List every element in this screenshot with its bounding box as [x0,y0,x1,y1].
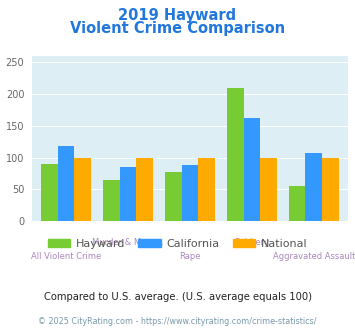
Bar [103,180,120,221]
Bar [41,164,58,221]
Bar [322,158,339,221]
Bar [136,158,153,221]
Text: Rape: Rape [179,252,201,261]
Legend: Hayward, California, National: Hayward, California, National [44,235,311,253]
Bar [165,172,181,221]
Text: 2019 Hayward: 2019 Hayward [119,8,236,23]
Bar [244,118,260,221]
Text: Compared to U.S. average. (U.S. average equals 100): Compared to U.S. average. (U.S. average … [44,292,311,302]
Bar [227,88,244,221]
Text: Violent Crime Comparison: Violent Crime Comparison [70,21,285,36]
Text: Robbery: Robbery [234,238,269,247]
Text: Murder & Mans...: Murder & Mans... [92,238,164,247]
Bar [260,158,277,221]
Bar [289,186,305,221]
Text: Aggravated Assault: Aggravated Assault [273,252,355,261]
Bar [198,158,215,221]
Text: © 2025 CityRating.com - https://www.cityrating.com/crime-statistics/: © 2025 CityRating.com - https://www.city… [38,317,317,326]
Text: All Violent Crime: All Violent Crime [31,252,101,261]
Bar [75,158,91,221]
Bar [181,165,198,221]
Bar [305,153,322,221]
Bar [120,167,136,221]
Bar [58,146,75,221]
